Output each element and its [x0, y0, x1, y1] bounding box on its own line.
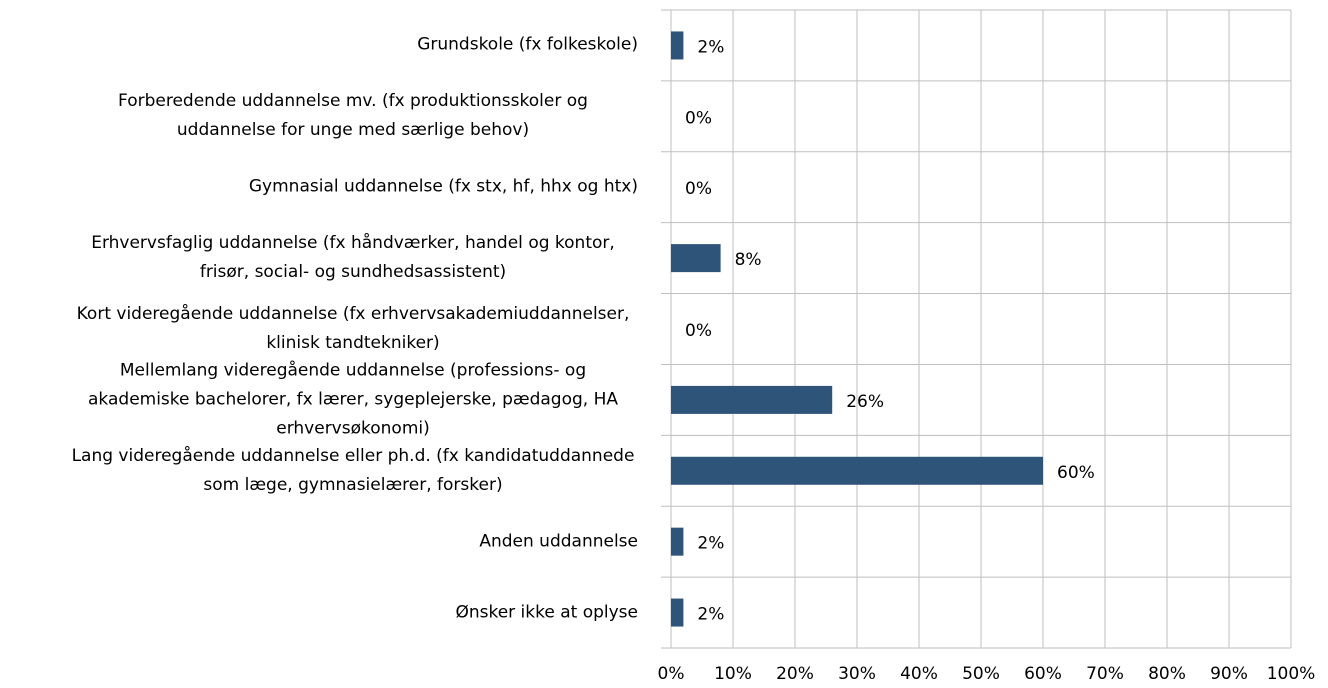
category-text: Kort videregående uddannelse (fx erhverv… — [76, 304, 630, 353]
data-label: 0% — [685, 179, 712, 199]
category-text: Mellemlang videregående uddannelse (prof… — [88, 360, 618, 439]
category-label: Gymnasial uddannelse (fx stx, hf, hhx og… — [38, 173, 638, 202]
x-tick-label: 30% — [838, 664, 876, 684]
category-label: Kort videregående uddannelse (fx erhverv… — [38, 300, 638, 358]
x-tick-label: 80% — [1148, 664, 1186, 684]
category-label: Anden uddannelse — [38, 527, 638, 556]
data-label: 2% — [697, 605, 724, 625]
category-label: Ønsker ikke at oplyse — [38, 598, 638, 627]
category-text: Ønsker ikke at oplyse — [455, 602, 638, 623]
x-tick-label: 50% — [962, 664, 1000, 684]
x-tick-label: 90% — [1210, 664, 1248, 684]
bar — [671, 244, 721, 273]
category-label: Forberedende uddannelse mv. (fx produkti… — [38, 87, 638, 145]
data-label: 0% — [685, 108, 712, 128]
data-label: 60% — [1057, 463, 1095, 483]
bar — [671, 598, 684, 627]
x-tick-label: 0% — [658, 664, 685, 684]
data-label: 26% — [846, 392, 884, 412]
x-tick-label: 100% — [1267, 664, 1316, 684]
category-text: Lang videregående uddannelse eller ph.d.… — [71, 445, 635, 495]
x-tick-label: 20% — [776, 664, 814, 684]
category-text: Gymnasial uddannelse (fx stx, hf, hhx og… — [248, 176, 638, 197]
category-label: Erhvervsfaglig uddannelse (fx håndværker… — [38, 229, 638, 287]
x-tick-label: 10% — [714, 664, 752, 684]
category-text: Forberedende uddannelse mv. (fx produkti… — [118, 91, 588, 141]
category-label: Mellemlang videregående uddannelse (prof… — [38, 356, 638, 443]
bar — [671, 385, 833, 414]
bar — [671, 527, 684, 556]
x-tick-label: 40% — [900, 664, 938, 684]
data-label: 8% — [735, 250, 762, 270]
data-label: 2% — [697, 37, 724, 57]
category-text: Erhvervsfaglig uddannelse (fx håndværker… — [91, 233, 615, 283]
x-tick-label: 60% — [1024, 664, 1062, 684]
data-label: 2% — [697, 534, 724, 554]
category-text: Grundskole (fx folkeskole) — [417, 34, 638, 55]
bar — [671, 31, 684, 60]
bar — [671, 456, 1043, 485]
category-label: Grundskole (fx folkeskole) — [38, 31, 638, 60]
category-label: Lang videregående uddannelse eller ph.d.… — [38, 442, 638, 500]
x-tick-label: 70% — [1086, 664, 1124, 684]
data-label: 0% — [685, 321, 712, 341]
category-text: Anden uddannelse — [479, 531, 638, 552]
